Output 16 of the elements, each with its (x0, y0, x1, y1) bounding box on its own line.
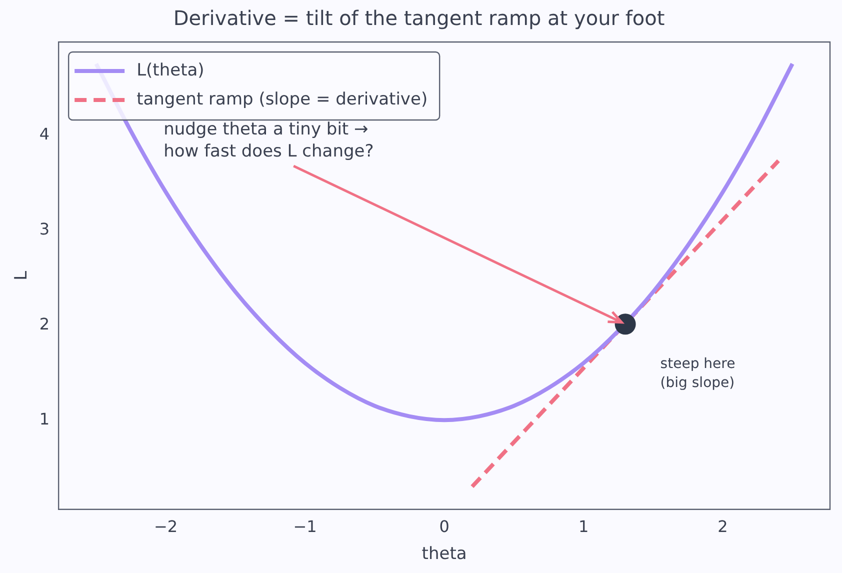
x-tick-label: −1 (293, 517, 317, 536)
x-tick-label: −2 (154, 517, 178, 536)
legend-label: L(theta) (136, 60, 204, 80)
x-tick-label: 1 (578, 517, 589, 536)
x-tick-label: 0 (439, 517, 450, 536)
x-tick-label: 2 (718, 517, 728, 536)
x-axis-title: theta (422, 544, 467, 564)
y-axis-title: L (12, 270, 32, 280)
y-tick-label: 4 (39, 124, 50, 144)
legend-label: tangent ramp (slope = derivative) (136, 89, 428, 110)
y-tick-label: 2 (39, 314, 50, 334)
annotation: nudge theta a tiny bit → how fast does L change? (164, 119, 374, 162)
y-tick-label: 1 (39, 409, 50, 428)
annotation: steep here (big slope) (660, 356, 736, 391)
y-tick-label: 3 (39, 219, 50, 238)
chart-title: Derivative = tilt of the tangent ramp at your foot (173, 6, 665, 30)
